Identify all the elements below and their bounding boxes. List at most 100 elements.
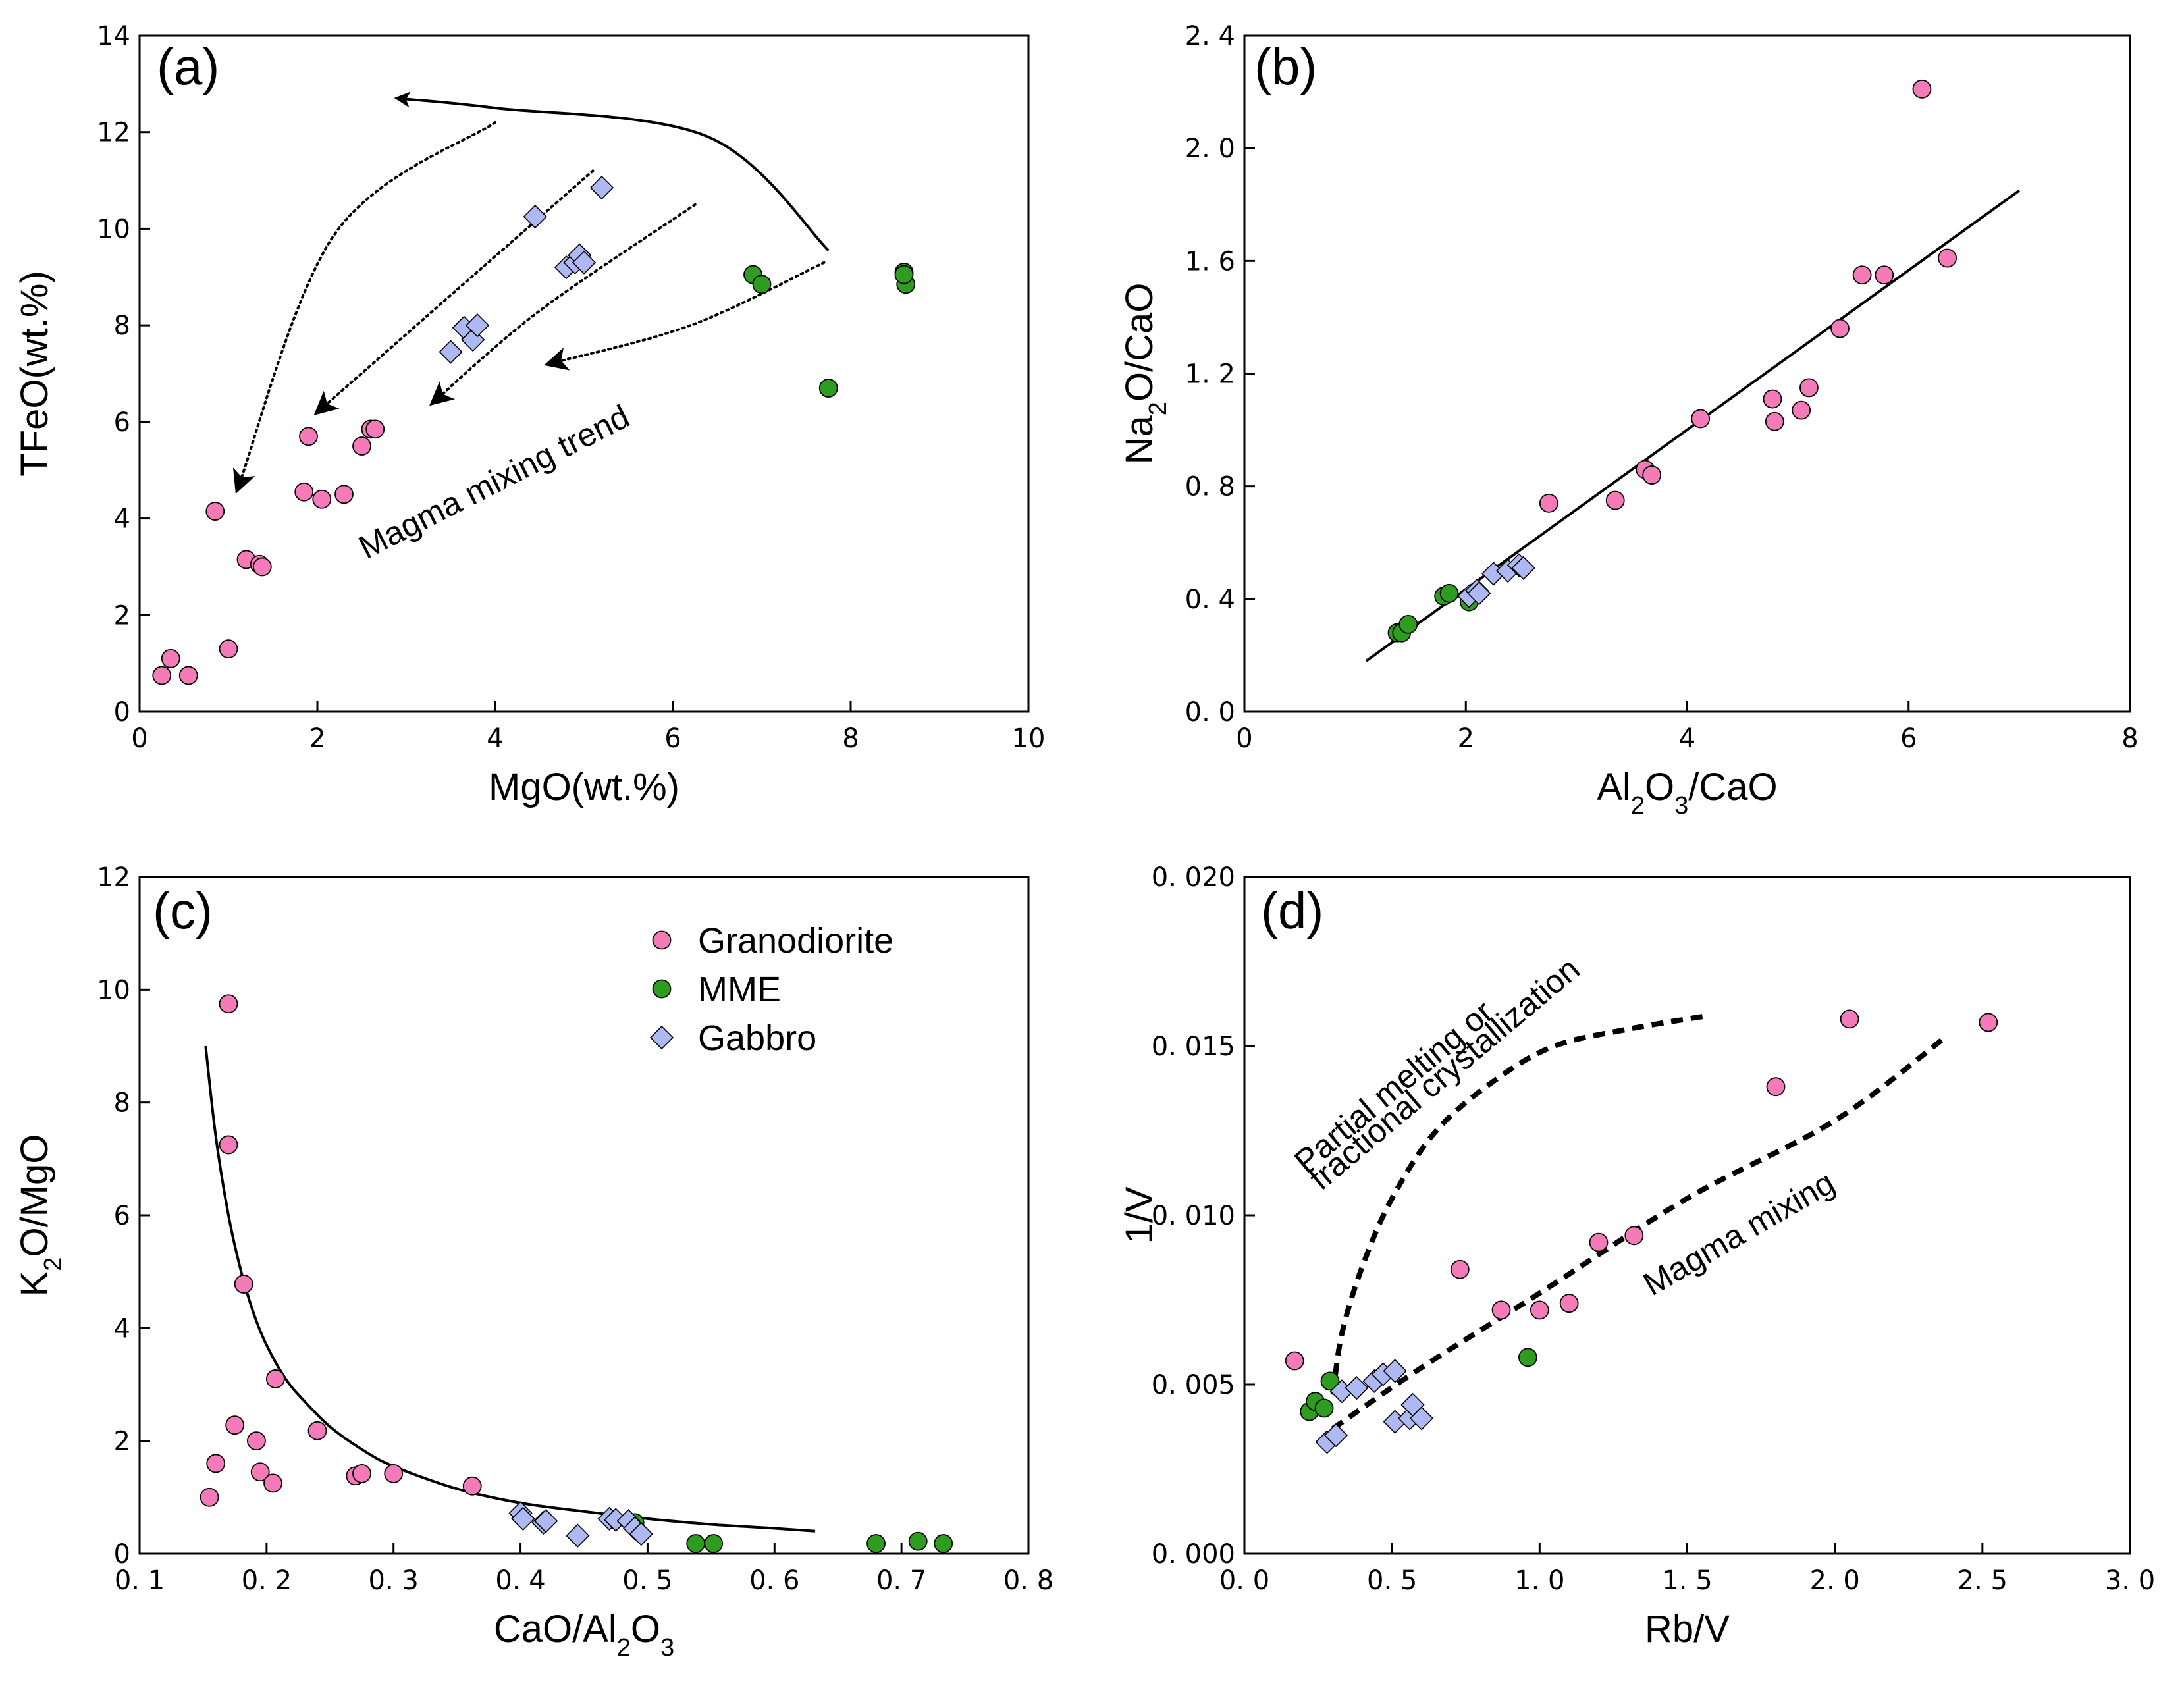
panel-label: (d) <box>1261 882 1323 939</box>
gabbro-point <box>511 1506 535 1531</box>
x-axis-label: Rb/V <box>1645 1608 1730 1650</box>
gabbro-point <box>1511 556 1535 580</box>
mme-point <box>1398 614 1418 634</box>
trend-line <box>204 1045 816 1533</box>
y-tick-label: 0. 000 <box>1152 1539 1235 1569</box>
granodiorite-point <box>1491 1300 1511 1320</box>
granodiorite-point <box>263 1473 282 1493</box>
y-tick-label: 6 <box>114 1201 130 1231</box>
gabbro-point <box>1383 1359 1407 1383</box>
x-tick-label: 8 <box>2121 724 2138 754</box>
granodiorite-point <box>178 666 198 685</box>
granodiorite-point <box>219 639 238 659</box>
y-tick-label: 0. 010 <box>1152 1201 1235 1231</box>
x-tick-label: 2 <box>1458 724 1474 754</box>
dashed-trend <box>1331 1034 1949 1431</box>
mme-point <box>894 265 914 284</box>
y-tick-label: 0. 020 <box>1152 862 1235 893</box>
granodiorite-point <box>200 1487 219 1507</box>
x-tick-label: 2 <box>309 724 325 754</box>
x-axis-label: CaO/Al2O3 <box>494 1608 674 1662</box>
granodiorite-point <box>1642 465 1662 485</box>
x-tick-label: 2. 0 <box>1810 1566 1860 1596</box>
y-tick-label: 0. 005 <box>1152 1370 1235 1400</box>
gabbro-point <box>534 1509 558 1533</box>
panel-a: 0 2 4 6 8 10 0 2 4 6 8 10 12 14 MgO(wt.%) TFeO(wt.%) (a)… <box>13 21 1045 808</box>
granodiorite-point <box>1539 493 1558 513</box>
granodiorite-point <box>334 485 354 504</box>
granodiorite-point <box>1763 389 1782 409</box>
gabbro-point <box>572 250 597 275</box>
gabbro-point <box>1345 1376 1369 1400</box>
granodiorite-point <box>1285 1351 1304 1371</box>
gabbro-point <box>629 1521 653 1546</box>
legend-label-gabbro: Gabbro <box>698 1018 816 1058</box>
x-axis-label: MgO(wt.%) <box>489 766 679 808</box>
plot-frame <box>1243 34 2131 713</box>
granodiorite-point <box>247 1431 266 1451</box>
y-tick-label: 4 <box>114 504 130 535</box>
gabbro-point <box>1467 581 1491 606</box>
legend-marker-mme <box>652 979 672 999</box>
granodiorite-point <box>252 557 272 577</box>
mme-point <box>704 1534 724 1553</box>
granodiorite-point <box>1979 1013 1998 1032</box>
granodiorite-point <box>1840 1009 1859 1029</box>
mme-point <box>934 1534 953 1553</box>
mme-point <box>818 379 838 398</box>
y-tick-label: 2. 4 <box>1185 21 1235 51</box>
y-tick-label: 1. 2 <box>1185 359 1235 390</box>
dotted-arrow <box>544 261 826 371</box>
annotation-text: Partial melting or <box>1287 993 1500 1180</box>
granodiorite-point <box>1799 378 1819 398</box>
granodiorite-point <box>234 1275 253 1294</box>
x-tick-label: 10 <box>1012 724 1046 754</box>
y-tick-label: 10 <box>97 214 130 244</box>
x-tick-label: 6 <box>1900 724 1917 754</box>
gabbro-point <box>589 175 614 200</box>
granodiorite-point <box>384 1464 404 1483</box>
y-tick-label: 8 <box>114 311 130 341</box>
dotted-arrow <box>429 203 697 406</box>
x-tick-label: 0 <box>1236 724 1252 754</box>
y-tick-label: 0. 015 <box>1152 1032 1235 1062</box>
granodiorite-point <box>1605 490 1625 510</box>
mme-point <box>866 1534 886 1553</box>
x-tick-label: 0. 8 <box>1003 1566 1053 1596</box>
granodiorite-point <box>1589 1232 1609 1252</box>
granodiorite-point <box>1852 265 1872 285</box>
granodiorite-point <box>1450 1259 1470 1279</box>
y-tick-label: 12 <box>97 118 130 148</box>
x-tick-label: 4 <box>1679 724 1695 754</box>
x-tick-label: 4 <box>487 724 503 754</box>
annotation-text: Magma mixing trend <box>353 398 635 566</box>
y-tick-label: 1. 6 <box>1185 246 1235 277</box>
granodiorite-point <box>206 1454 226 1473</box>
x-tick-label: 0. 0 <box>1219 1566 1269 1596</box>
x-tick-label: 1. 5 <box>1662 1566 1712 1596</box>
y-tick-label: 2. 0 <box>1185 134 1235 164</box>
granodiorite-point <box>1624 1226 1644 1246</box>
y-tick-label: 0. 4 <box>1185 585 1235 615</box>
x-tick-label: 0. 5 <box>622 1566 672 1596</box>
y-tick-label: 0. 0 <box>1185 697 1235 727</box>
panel-d: 0. 0 0. 5 1. 0 1. 5 2. 0 2. 5 3. 0 0. 000 0. 005… <box>1118 862 2155 1650</box>
granodiorite-point <box>225 1415 245 1435</box>
y-tick-label: 4 <box>114 1313 130 1344</box>
y-axis-label: 1/V <box>1118 1186 1161 1244</box>
x-tick-label: 0. 6 <box>749 1566 799 1596</box>
gabbro-point <box>566 1523 590 1548</box>
granodiorite-point <box>365 419 385 439</box>
x-tick-label: 6 <box>664 724 681 754</box>
granodiorite-point <box>219 994 238 1014</box>
granodiorite-point <box>1792 400 1811 420</box>
granodiorite-point <box>1912 79 1932 99</box>
y-axis-label: TFeO(wt.%) <box>13 271 56 477</box>
x-tick-label: 0. 3 <box>369 1566 419 1596</box>
granodiorite-point <box>352 1464 371 1483</box>
granodiorite-point <box>250 1462 270 1482</box>
mme-point <box>908 1531 928 1551</box>
granodiorite-point <box>265 1369 285 1388</box>
x-tick-label: 0. 2 <box>242 1566 292 1596</box>
panel-label: (b) <box>1254 38 1317 95</box>
